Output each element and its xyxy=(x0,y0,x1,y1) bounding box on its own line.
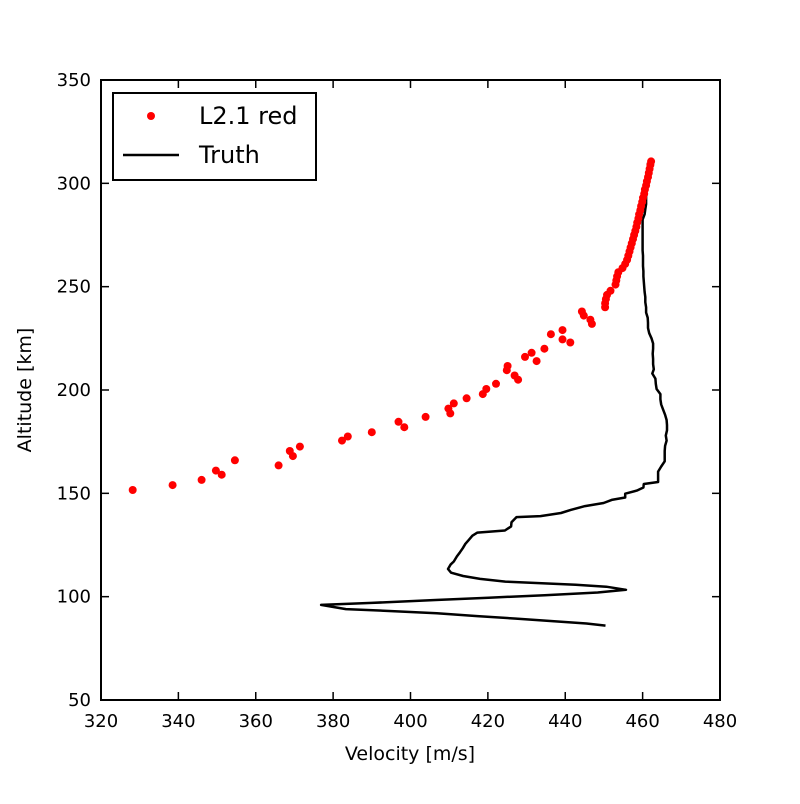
l21-red-point xyxy=(566,338,575,347)
l21-red-point xyxy=(168,481,177,490)
l21-red-point xyxy=(462,394,471,403)
y-tick-label: 150 xyxy=(57,483,91,504)
x-tick-label: 400 xyxy=(393,711,427,732)
l21-red-point xyxy=(521,352,529,361)
l21-red-point xyxy=(367,428,376,437)
x-axis-label: Velocity [m/s] xyxy=(345,743,475,765)
l21-red-point xyxy=(274,461,283,470)
l21-red-point xyxy=(394,417,403,426)
x-tick-label: 360 xyxy=(239,711,273,732)
legend-label-truth: Truth xyxy=(198,141,260,169)
plot-area xyxy=(128,157,669,627)
x-tick-label: 460 xyxy=(625,711,659,732)
l21-red-point xyxy=(295,442,304,451)
y-tick-label: 250 xyxy=(57,277,91,298)
l21-red-point xyxy=(421,412,430,421)
y-tick-label: 350 xyxy=(57,70,91,91)
l21-red-point xyxy=(343,432,352,441)
y-tick-label: 200 xyxy=(57,380,91,401)
l21-red-point xyxy=(449,399,458,408)
legend-marker-l21-red xyxy=(147,112,155,120)
l21-red-point xyxy=(230,456,239,465)
l21-red-point xyxy=(532,357,541,366)
l21-red-point xyxy=(400,423,409,432)
l21-red-point xyxy=(587,319,596,328)
y-tick-label: 50 xyxy=(68,690,91,711)
x-tick-label: 480 xyxy=(703,711,737,732)
l21-red-point xyxy=(338,436,346,445)
y-axis-label: Altitude [km] xyxy=(14,328,36,453)
x-tick-label: 420 xyxy=(471,711,505,732)
legend: L2.1 red Truth xyxy=(112,92,317,181)
l21-red-point xyxy=(540,344,549,353)
l21-red-point xyxy=(211,466,220,475)
axis-ticks: 320 340 360 380 400 420 440 460 480 50 100 150 200 25… xyxy=(57,70,738,732)
l21-red-point xyxy=(492,379,500,388)
y-tick-label: 100 xyxy=(57,587,91,608)
legend-label-l21-red: L2.1 red xyxy=(199,102,298,130)
l21-red-point xyxy=(558,326,567,335)
l21-red-point xyxy=(514,375,523,384)
l21-red-point xyxy=(217,470,226,479)
truth-series-line xyxy=(319,162,669,627)
l21-red-point xyxy=(579,311,588,320)
x-tick-label: 320 xyxy=(84,711,118,732)
y-tick-label: 300 xyxy=(57,173,91,194)
l21-red-point xyxy=(558,335,567,344)
l21-red-point xyxy=(288,452,297,461)
l21-red-point xyxy=(197,475,206,484)
l21-red-point xyxy=(503,362,512,370)
l21-red-point xyxy=(546,330,555,339)
l21-red-point xyxy=(647,157,656,166)
legend-box xyxy=(112,92,317,181)
l21-red-point xyxy=(482,385,491,393)
l21-red-point xyxy=(128,486,137,494)
x-tick-label: 380 xyxy=(316,711,350,732)
l21-red-point xyxy=(527,348,536,357)
l21-red-point xyxy=(446,409,455,418)
x-tick-label: 440 xyxy=(548,711,582,732)
x-tick-label: 340 xyxy=(161,711,195,732)
l21-red-point xyxy=(606,286,615,295)
